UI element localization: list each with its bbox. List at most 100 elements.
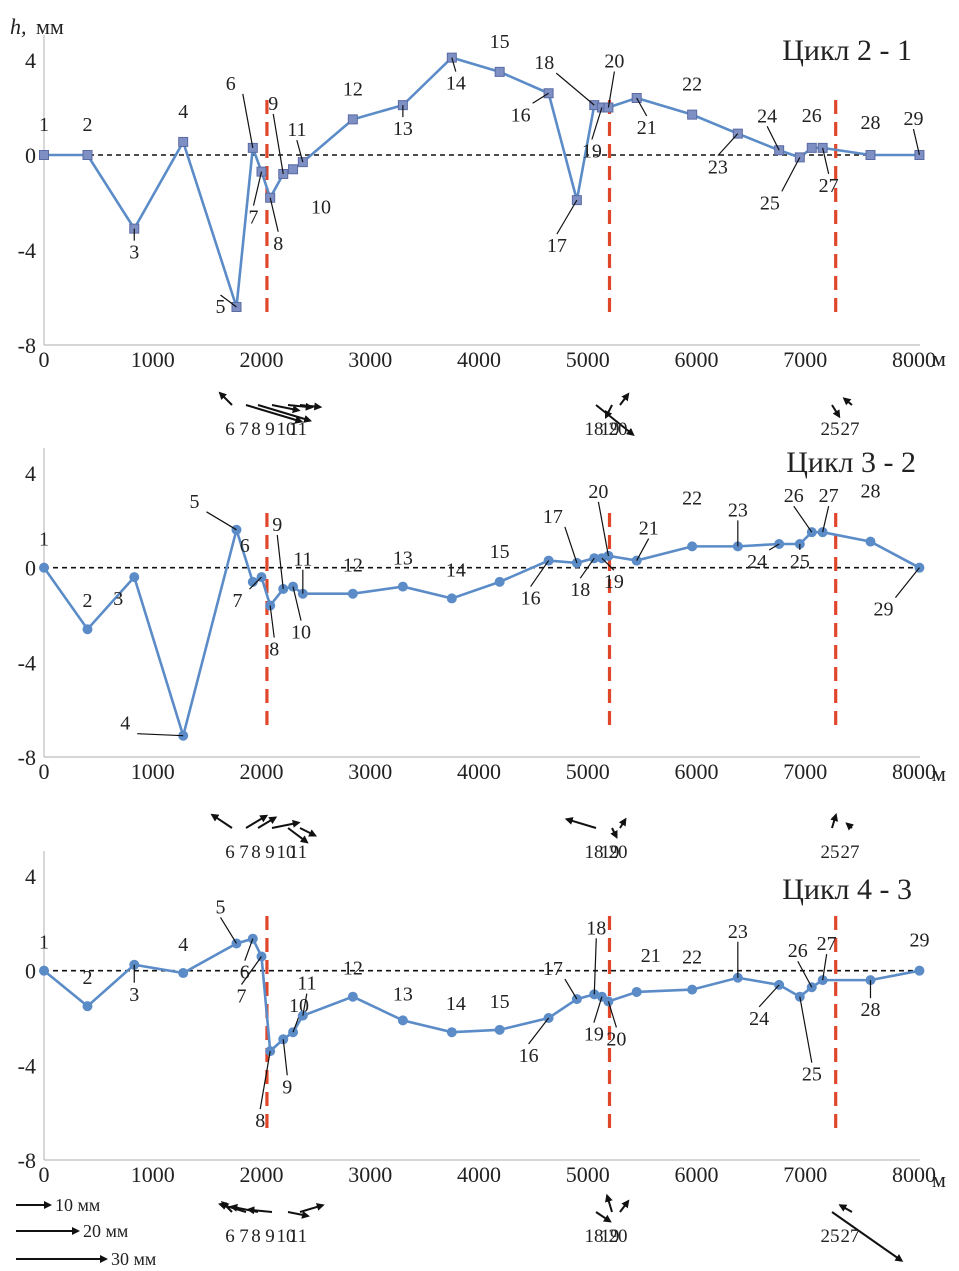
- displacement-vector-11: [299, 402, 323, 411]
- data-point-6: [247, 576, 258, 587]
- point-label-19: 19: [604, 571, 624, 593]
- x-tick-label: 3000: [348, 1162, 392, 1187]
- x-tick-label: 8000: [892, 759, 936, 784]
- vector-label-6: 6: [225, 1226, 235, 1247]
- x-tick-label: 7000: [783, 759, 827, 784]
- displacement-vector-25: [831, 404, 841, 419]
- label-leader: [822, 954, 828, 981]
- data-point-21: [631, 986, 642, 997]
- displacement-vector-9: [271, 819, 301, 829]
- label-leader: [530, 560, 550, 587]
- vector-scale-legend: 10 мм 20 мм 30 мм: [16, 1195, 156, 1269]
- x-tick-label: 5000: [566, 759, 610, 784]
- label-leader: [249, 576, 262, 590]
- point-label-21: 21: [639, 518, 659, 540]
- point-label-4: 4: [178, 101, 188, 123]
- x-tick-label: 2000: [240, 759, 284, 784]
- displacement-vector-11: [299, 1203, 325, 1213]
- data-point-26: [806, 142, 817, 153]
- vector-label-10: 10: [277, 419, 296, 440]
- point-label-12: 12: [343, 78, 363, 100]
- label-leader: [822, 147, 830, 175]
- label-leader: [292, 586, 302, 621]
- point-label-4: 4: [120, 713, 130, 735]
- point-label-24: 24: [757, 105, 777, 127]
- point-label-6: 6: [240, 535, 250, 557]
- x-tick-label: 1000: [131, 759, 175, 784]
- label-leader: [597, 501, 610, 556]
- point-label-13: 13: [393, 118, 413, 140]
- point-label-16: 16: [511, 104, 531, 126]
- displacement-vector-27: [842, 397, 853, 406]
- label-leader: [591, 107, 603, 140]
- label-leader: [259, 1051, 271, 1110]
- x-tick-label: 7000: [783, 1162, 827, 1187]
- x-tick-label: 0: [39, 1162, 50, 1187]
- point-label-27: 27: [819, 485, 839, 507]
- data-point-22: [687, 541, 698, 552]
- data-point-14: [446, 1027, 457, 1038]
- data-point-4: [178, 136, 189, 147]
- point-label-22: 22: [682, 487, 702, 509]
- vector-label-20: 20: [609, 842, 628, 863]
- x-tick-label: 6000: [675, 759, 719, 784]
- vector-label-19: 19: [601, 419, 620, 440]
- point-label-9: 9: [282, 1076, 292, 1098]
- chart-panel-cycle-4-3: 40-4-80 1000 2000 3000 4000 5000 6000 7000 80001…: [18, 851, 936, 1187]
- point-label-18: 18: [570, 579, 590, 601]
- point-label-21: 21: [637, 117, 657, 139]
- label-leader: [137, 733, 184, 737]
- label-leader: [717, 133, 739, 157]
- vector-label-27: 27: [841, 419, 860, 440]
- panel-title-1: Цикл 2 - 1: [782, 34, 912, 67]
- displacement-vector-27: [838, 1204, 853, 1213]
- x-unit-label-1: м: [932, 346, 946, 371]
- vector-label-9: 9: [265, 419, 275, 440]
- vector-label-7: 7: [239, 842, 249, 863]
- displacement-vector-11: [299, 827, 317, 837]
- y-tick-label: 4: [25, 864, 36, 889]
- point-label-17: 17: [543, 506, 563, 528]
- displacement-vector-10: [287, 827, 309, 844]
- y-tick-label: -4: [18, 650, 36, 675]
- point-label-11: 11: [293, 549, 312, 571]
- label-leader: [793, 505, 813, 533]
- x-unit-label-3: м: [932, 1167, 946, 1192]
- data-point-2: [82, 150, 93, 160]
- point-label-26: 26: [802, 105, 822, 127]
- point-label-17: 17: [543, 958, 563, 980]
- label-leader: [242, 93, 254, 148]
- label-leader: [282, 1039, 288, 1076]
- label-leader: [593, 996, 603, 1023]
- label-leader: [269, 605, 275, 638]
- point-label-21: 21: [641, 945, 661, 967]
- displacement-vector-9: [246, 1206, 273, 1215]
- point-label-5: 5: [189, 491, 199, 513]
- displacement-vector-19: [605, 404, 613, 419]
- x-tick-label: 1000: [131, 347, 175, 372]
- legend-label-10: 10 мм: [55, 1195, 100, 1215]
- displacement-vector-8: [257, 816, 278, 829]
- label-leader: [302, 993, 308, 1016]
- point-label-15: 15: [490, 991, 510, 1013]
- point-label-17: 17: [547, 235, 567, 257]
- vector-label-19: 19: [601, 842, 620, 863]
- displacement-vector-20: [619, 392, 630, 406]
- point-label-16: 16: [521, 588, 541, 610]
- label-leader: [241, 956, 262, 985]
- label-leader: [219, 917, 237, 944]
- point-label-18: 18: [534, 52, 554, 74]
- point-label-6: 6: [226, 73, 236, 95]
- displacement-vector-10: [287, 1210, 310, 1219]
- label-leader: [244, 938, 254, 961]
- point-label-25: 25: [790, 551, 810, 573]
- point-label-28: 28: [861, 112, 881, 134]
- label-leader: [272, 113, 284, 175]
- point-label-14: 14: [446, 559, 466, 581]
- vector-label-11: 11: [289, 419, 307, 440]
- point-label-25: 25: [760, 192, 780, 214]
- x-tick-label: 0: [39, 759, 50, 784]
- point-label-11: 11: [287, 119, 306, 141]
